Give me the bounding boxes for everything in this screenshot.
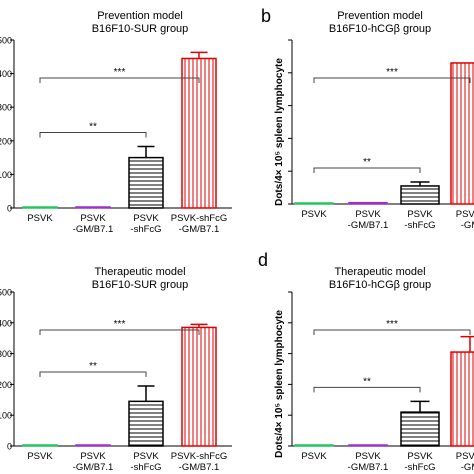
panel-d-y-axis-label: Dots/4× 10⁵ spleen lymphocyte (274, 310, 285, 458)
panel-a-title: Prevention model (97, 10, 183, 22)
panel-c-title: Therapeutic model (94, 266, 185, 278)
panel-a-plot: 0100200300400500PSVKPSVK-GM/B7.1PSVK-shF… (0, 36, 232, 235)
panel-d-subtitle: B16F10-hCGβ group (329, 279, 431, 291)
panel-a-bar-2 (128, 156, 164, 209)
panel-b-subtitle: B16F10-hCGβ group (329, 23, 431, 35)
panel-a-x-tick-label: -GM/B7.1 (73, 224, 114, 235)
panel-a: Prevention model B16F10-SUR group 0 100 20… (0, 10, 232, 235)
panel-b-x-tick-label: PSVK (355, 209, 381, 220)
panel-a-bar-0 (22, 206, 58, 209)
panel-a-x-tick-label: PSVK-shFcG (171, 213, 228, 224)
panel-d-significance-bracket (313, 329, 471, 335)
panel-b-significance-bracket (313, 77, 471, 83)
panel-b-y-axis-label: Dots/4× 10⁵ spleen lymphocyte (274, 58, 285, 206)
panel-c-y-tick-label: 500 (0, 288, 12, 298)
panel-b-x-tick-label: PSVK (301, 209, 327, 220)
panel-d-x-tick-label: PSVK- (456, 451, 474, 462)
panel-b-x-tick-label: PSVK (407, 209, 433, 220)
panel-c-x-tick-label: PSVK (133, 451, 159, 462)
panel-b-significance-label: ** (363, 157, 371, 168)
panel-c-significance-bracket (39, 371, 147, 377)
panel-a-y-tick-label: 100 (0, 170, 12, 180)
panel-b-significance-bracket (313, 167, 421, 174)
panel-b-bar-3 (450, 62, 474, 205)
panel-c-y-tick-label: 100 (0, 411, 12, 421)
panel-d-x-tick-label: PSVK (407, 451, 433, 462)
panel-d-bar-0 (294, 444, 334, 447)
panel-a-x-tick-label: PSVK (27, 213, 53, 224)
panel-b-title: Prevention model (337, 10, 423, 22)
panel-d-letter: d (258, 250, 268, 270)
panel-a-y-tick-label: 300 (0, 103, 12, 113)
panel-c-significance-label: *** (114, 319, 126, 330)
panel-a-subtitle: B16F10-SUR group (92, 23, 189, 35)
panel-c-x-tick-label: PSVK (27, 451, 53, 462)
panel-d: d Therapeutic model B16F10-hCGβ group Do… (258, 250, 474, 473)
panel-a-significance-bracket (39, 132, 147, 138)
panel-b-x-tick-label: -GM/B7.1 (348, 220, 389, 231)
panel-b-x-tick-label: -GM (461, 220, 474, 231)
panel-b-significance-label: *** (386, 67, 398, 78)
panel-d-x-tick-label: -shFcG (404, 462, 435, 473)
panel-c-x-tick-label: -GM/B7.1 (179, 462, 220, 473)
panel-c-bar-0 (22, 444, 58, 447)
panel-b-bar-0 (294, 202, 334, 205)
panel-d-x-tick-label: PSVK (301, 451, 327, 462)
panel-c-significance-bracket (39, 329, 200, 335)
panel-c-significance-label: ** (89, 361, 97, 372)
panel-a-x-tick-label: PSVK (133, 213, 159, 224)
panel-c-y-tick-label: 200 (0, 380, 12, 390)
panel-c-x-tick-label: PSVK-shFcG (171, 451, 228, 462)
panel-d-x-tick-label: -GM (461, 462, 474, 473)
panel-a-x-tick-label: -GM/B7.1 (179, 224, 220, 235)
panel-c-x-tick-label: PSVK (80, 451, 106, 462)
panel-c-y-tick-label: 300 (0, 349, 12, 359)
panel-d-bar-3 (450, 351, 474, 447)
panel-d-bar-1 (348, 444, 388, 447)
panel-a-significance-label: ** (89, 122, 97, 133)
panel-b-letter: b (261, 6, 271, 26)
panel-c-x-tick-label: -shFcG (130, 462, 161, 473)
panel-c-subtitle: B16F10-SUR group (92, 279, 189, 291)
panel-c: Therapeutic model B16F10-SUR group 0 100 2… (0, 266, 232, 473)
panel-b-bar-2 (400, 185, 440, 205)
panel-a-significance-label: *** (114, 67, 126, 78)
panel-b-x-tick-label: -shFcG (404, 220, 435, 231)
panel-d-x-tick-label: -GM/B7.1 (348, 462, 389, 473)
panel-c-x-tick-label: -GM/B7.1 (73, 462, 114, 473)
panel-d-significance-label: *** (386, 319, 398, 330)
panel-a-bar-1 (75, 206, 111, 209)
panel-d-significance-label: ** (363, 376, 371, 387)
panel-d-bar-2 (400, 411, 440, 447)
panel-a-y-tick-label: 400 (0, 69, 12, 79)
panel-c-plot: 0100200300400500PSVKPSVK-GM/B7.1PSVK-shF… (0, 288, 232, 473)
panel-d-title: Therapeutic model (334, 266, 425, 278)
panel-a-significance-bracket (39, 77, 200, 83)
panel-c-y-tick-label: 0 (7, 442, 12, 452)
panel-c-bar-1 (75, 444, 111, 447)
panel-c-bar-3 (181, 326, 217, 447)
panel-a-y-tick-label: 200 (0, 136, 12, 146)
panel-c-y-tick-label: 400 (0, 318, 12, 328)
panel-b-bar-1 (348, 201, 388, 205)
panel-d-x-tick-label: PSVK (355, 451, 381, 462)
panel-a-y-tick-label: 500 (0, 36, 12, 46)
panel-a-x-tick-label: PSVK (80, 213, 106, 224)
panel-b-x-tick-label: PSVK- (456, 209, 474, 220)
panel-a-x-tick-label: -shFcG (130, 224, 161, 235)
panel-b: b Prevention model B16F10-hCGβ group Dot… (261, 6, 474, 231)
panel-d-significance-bracket (313, 386, 421, 393)
panel-a-y-tick-label: 0 (7, 204, 12, 214)
panel-c-bar-2 (128, 400, 164, 447)
